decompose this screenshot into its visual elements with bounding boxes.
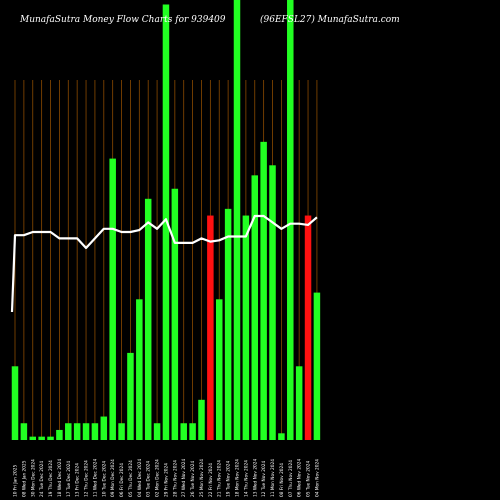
bar <box>73 423 81 440</box>
bar <box>295 366 303 440</box>
x-tick-label: 27 Wed Nov 2024 <box>181 458 187 497</box>
bar <box>251 175 259 440</box>
x-tick-label: 02 Mon Dec 2024 <box>155 459 161 497</box>
bar <box>224 208 232 440</box>
bar <box>313 292 321 440</box>
x-tick-label: 12 Tue Nov 2024 <box>261 461 267 497</box>
x-tick-label: 30 Mon Dec 2024 <box>30 459 36 497</box>
bar <box>144 198 152 440</box>
x-tick-label: 04 Mon Nov 2024 <box>314 459 320 497</box>
bar <box>304 215 312 440</box>
bar <box>127 352 134 440</box>
x-tick-label: 10 Tue Dec 2024 <box>101 461 107 497</box>
x-tick-label: 13 Wed Nov 2024 <box>252 458 258 497</box>
x-tick-label: 05 Tue Nov 2024 <box>306 461 312 497</box>
x-tick-label: 07 Thu Nov 2024 <box>288 460 294 497</box>
x-tick-label: 13 Fri Dec 2024 <box>75 463 81 497</box>
x-tick-label: 18 Wed Dec 2024 <box>57 459 63 497</box>
bar <box>65 423 72 440</box>
x-tick-label: 12 Thu Dec 2024 <box>84 460 90 497</box>
bar <box>56 429 63 440</box>
x-tick-label: 28 Thu Nov 2024 <box>172 460 178 497</box>
x-tick-label: 19 Tue Nov 2024 <box>226 461 232 497</box>
bar <box>189 423 196 440</box>
bar <box>171 188 179 440</box>
x-tick-label: 11 Wed Dec 2024 <box>92 459 98 497</box>
bar <box>11 366 19 440</box>
chart-title-left: MunafaSutra Money Flow Charts for 939409 <box>19 15 226 25</box>
x-tick-label: 10 Fri Jan 2025 <box>13 464 19 497</box>
x-tick-label: 06 Wed Nov 2024 <box>297 458 303 497</box>
x-tick-label: 24 Tue Dec 2024 <box>39 461 45 497</box>
bar <box>47 436 54 440</box>
bar <box>215 299 223 440</box>
bar <box>20 423 28 440</box>
x-tick-label: 29 Fri Nov 2024 <box>163 463 169 497</box>
bar <box>29 436 37 440</box>
bar <box>82 423 90 440</box>
x-tick-label: 09 Mon Dec 2024 <box>110 459 116 497</box>
bar <box>207 215 214 440</box>
bar <box>100 416 108 440</box>
bar <box>269 165 276 441</box>
bar <box>260 141 267 440</box>
bar <box>38 436 45 440</box>
bar <box>109 158 116 440</box>
x-tick-labels: 10 Fri Jan 2025 08 Wed Jan 2025 30 Mon Dec… <box>13 458 321 497</box>
bar <box>180 423 187 440</box>
x-tick-label: 19 Thu Dec 2024 <box>48 460 54 497</box>
x-tick-label: 14 Thu Nov 2024 <box>243 460 249 497</box>
bar <box>118 423 125 440</box>
x-tick-label: 22 Fri Nov 2024 <box>208 463 214 497</box>
x-tick-label: 18 Mon Nov 2024 <box>235 459 241 497</box>
x-tick-label: 04 Wed Dec 2024 <box>137 459 143 497</box>
bar <box>242 215 250 440</box>
x-tick-label: 17 Tue Dec 2024 <box>66 461 72 497</box>
x-tick-label: 03 Tue Dec 2024 <box>146 461 152 497</box>
bar <box>233 0 241 440</box>
x-tick-label: 08 Fri Nov 2024 <box>279 463 285 497</box>
bar <box>153 423 161 440</box>
x-tick-label: 26 Tue Nov 2024 <box>190 461 196 497</box>
x-tick-label: 06 Fri Dec 2024 <box>119 463 125 497</box>
x-tick-label: 08 Wed Jan 2025 <box>21 460 27 497</box>
bar <box>278 433 285 440</box>
chart-title-right: (96EFSL27) MunafaSutra.com <box>260 14 400 25</box>
bar <box>136 299 143 440</box>
x-tick-label: 11 Mon Nov 2024 <box>270 459 276 497</box>
bar <box>287 0 294 440</box>
bar <box>198 399 205 440</box>
x-tick-label: 21 Thu Nov 2024 <box>217 460 223 497</box>
x-tick-label: 25 Mon Nov 2024 <box>199 459 205 497</box>
bar <box>91 423 99 440</box>
money-flow-line <box>10 214 318 313</box>
x-tick-label: 05 Thu Dec 2024 <box>128 460 134 497</box>
